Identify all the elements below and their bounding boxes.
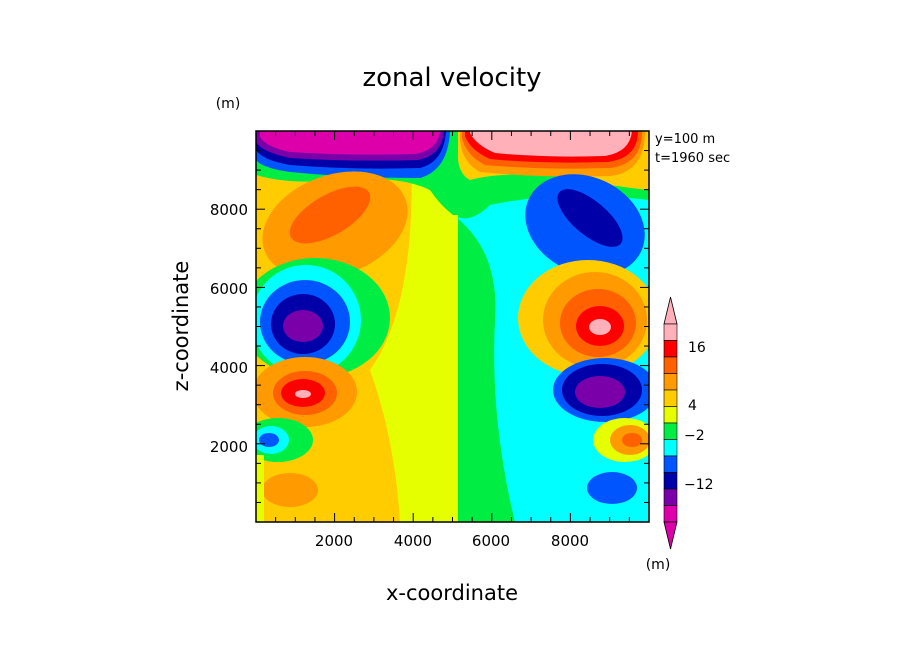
x-tick-label: 8000 — [551, 532, 589, 550]
colorbar-segment — [663, 340, 678, 358]
colorbar-segment — [663, 406, 678, 424]
colorbar-segment — [663, 505, 678, 523]
colorbar-segment — [663, 488, 678, 506]
colorbar-segment — [663, 356, 678, 374]
y-tick-label: 6000 — [210, 280, 248, 298]
x-tick-label: 4000 — [394, 532, 432, 550]
colorbar-segment — [663, 373, 678, 391]
y-tick-label: 4000 — [210, 359, 248, 377]
chart-title: zonal velocity — [362, 63, 541, 93]
y-unit-label: (m) — [216, 96, 241, 112]
colorbar-segment — [663, 439, 678, 457]
annotation-line-1: y=100 m — [655, 132, 715, 147]
colorbar-segment — [663, 389, 678, 407]
colorbar-segment — [663, 323, 678, 341]
colorbar-top-arrow — [663, 296, 678, 325]
x-tick-label: 6000 — [472, 532, 510, 550]
y-tick-label: 8000 — [210, 201, 248, 219]
colorbar-unit: (m) — [646, 557, 671, 573]
colorbar-label: 16 — [688, 340, 706, 356]
colorbar — [663, 296, 678, 550]
colorbar-bottom-arrow — [663, 521, 678, 550]
colorbar-label: −12 — [684, 477, 714, 493]
colorbar-label: −2 — [684, 428, 705, 444]
x-tick-label: 2000 — [315, 532, 353, 550]
x-axis-label: x-coordinate — [386, 581, 518, 605]
annotation-line-2: t=1960 sec — [655, 151, 730, 166]
colorbar-segment — [663, 422, 678, 440]
contour-field — [256, 131, 649, 522]
colorbar-label: 4 — [688, 398, 697, 414]
y-tick-label: 2000 — [210, 438, 248, 456]
colorbar-segment — [663, 472, 678, 490]
y-axis-label: z-coordinate — [169, 261, 193, 392]
axis-ticks — [256, 131, 649, 522]
colorbar-segment — [663, 455, 678, 473]
